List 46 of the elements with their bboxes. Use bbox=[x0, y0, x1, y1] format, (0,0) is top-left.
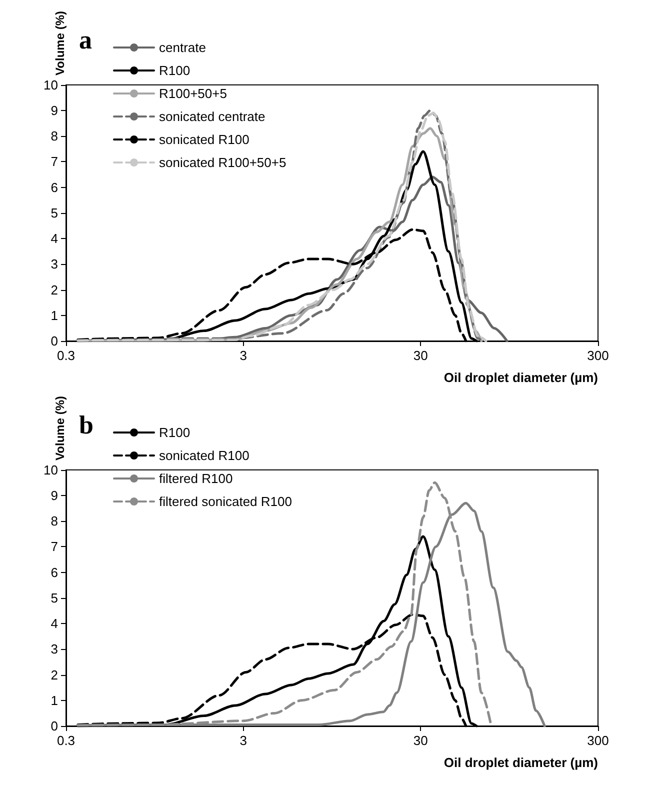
y-tick-label: 10 bbox=[44, 462, 58, 478]
y-axis-title: Volume (%) bbox=[53, 11, 67, 76]
y-tick-label: 2 bbox=[50, 282, 58, 298]
y-tick-label: 0 bbox=[50, 334, 58, 348]
y-tick-label: 4 bbox=[50, 616, 58, 632]
y-tick-label: 1 bbox=[50, 308, 58, 323]
y-tick-label: 5 bbox=[50, 205, 58, 220]
x-tick-label: 0.3 bbox=[56, 733, 76, 748]
x-tick-label: 3 bbox=[240, 733, 247, 748]
y-tick-label: 9 bbox=[50, 102, 58, 118]
y-tick-label: 7 bbox=[50, 154, 58, 170]
legend-label: sonicated R100 bbox=[159, 448, 250, 463]
y-tick-label: 3 bbox=[50, 256, 58, 272]
y-tick-label: 0 bbox=[50, 718, 58, 734]
y-tick-label: 10 bbox=[44, 77, 58, 92]
legend-label: R100+50+5 bbox=[159, 86, 227, 101]
y-tick-label: 9 bbox=[50, 488, 58, 503]
chart-title: b bbox=[79, 410, 94, 440]
y-tick-label: 2 bbox=[50, 667, 58, 682]
y-tick-label: 1 bbox=[50, 692, 58, 708]
x-tick-label: 30 bbox=[413, 733, 428, 748]
y-axis-title: Volume (%) bbox=[53, 396, 67, 460]
legend-label: R100 bbox=[159, 63, 190, 78]
x-tick-label: 0.3 bbox=[56, 348, 76, 363]
x-tick-label: 300 bbox=[587, 733, 609, 748]
y-tick-label: 5 bbox=[50, 590, 58, 606]
legend-label: sonicated R100+50+5 bbox=[159, 155, 286, 170]
legend-label: sonicated centrate bbox=[159, 109, 266, 124]
legend-label: R100 bbox=[159, 425, 190, 440]
y-tick-label: 8 bbox=[50, 128, 58, 144]
y-tick-label: 8 bbox=[50, 514, 58, 529]
legend-label: filtered sonicated R100 bbox=[159, 494, 292, 509]
y-tick-label: 6 bbox=[50, 564, 58, 580]
x-tick-label: 3 bbox=[240, 348, 247, 363]
y-tick-label: 4 bbox=[50, 231, 58, 246]
y-tick-label: 6 bbox=[50, 180, 58, 195]
x-axis-title: Oil droplet diameter (µm) bbox=[444, 755, 598, 770]
y-tick-label: 3 bbox=[50, 642, 58, 657]
x-tick-label: 300 bbox=[587, 348, 609, 363]
x-tick-label: 30 bbox=[413, 348, 428, 363]
legend-label: sonicated R100 bbox=[159, 132, 250, 147]
y-tick-label: 7 bbox=[50, 539, 58, 554]
legend-label: centrate bbox=[159, 40, 206, 55]
legend-label: filtered R100 bbox=[159, 471, 233, 486]
x-axis-title: Oil droplet diameter (µm) bbox=[444, 370, 598, 385]
chart-title: a bbox=[79, 26, 92, 54]
